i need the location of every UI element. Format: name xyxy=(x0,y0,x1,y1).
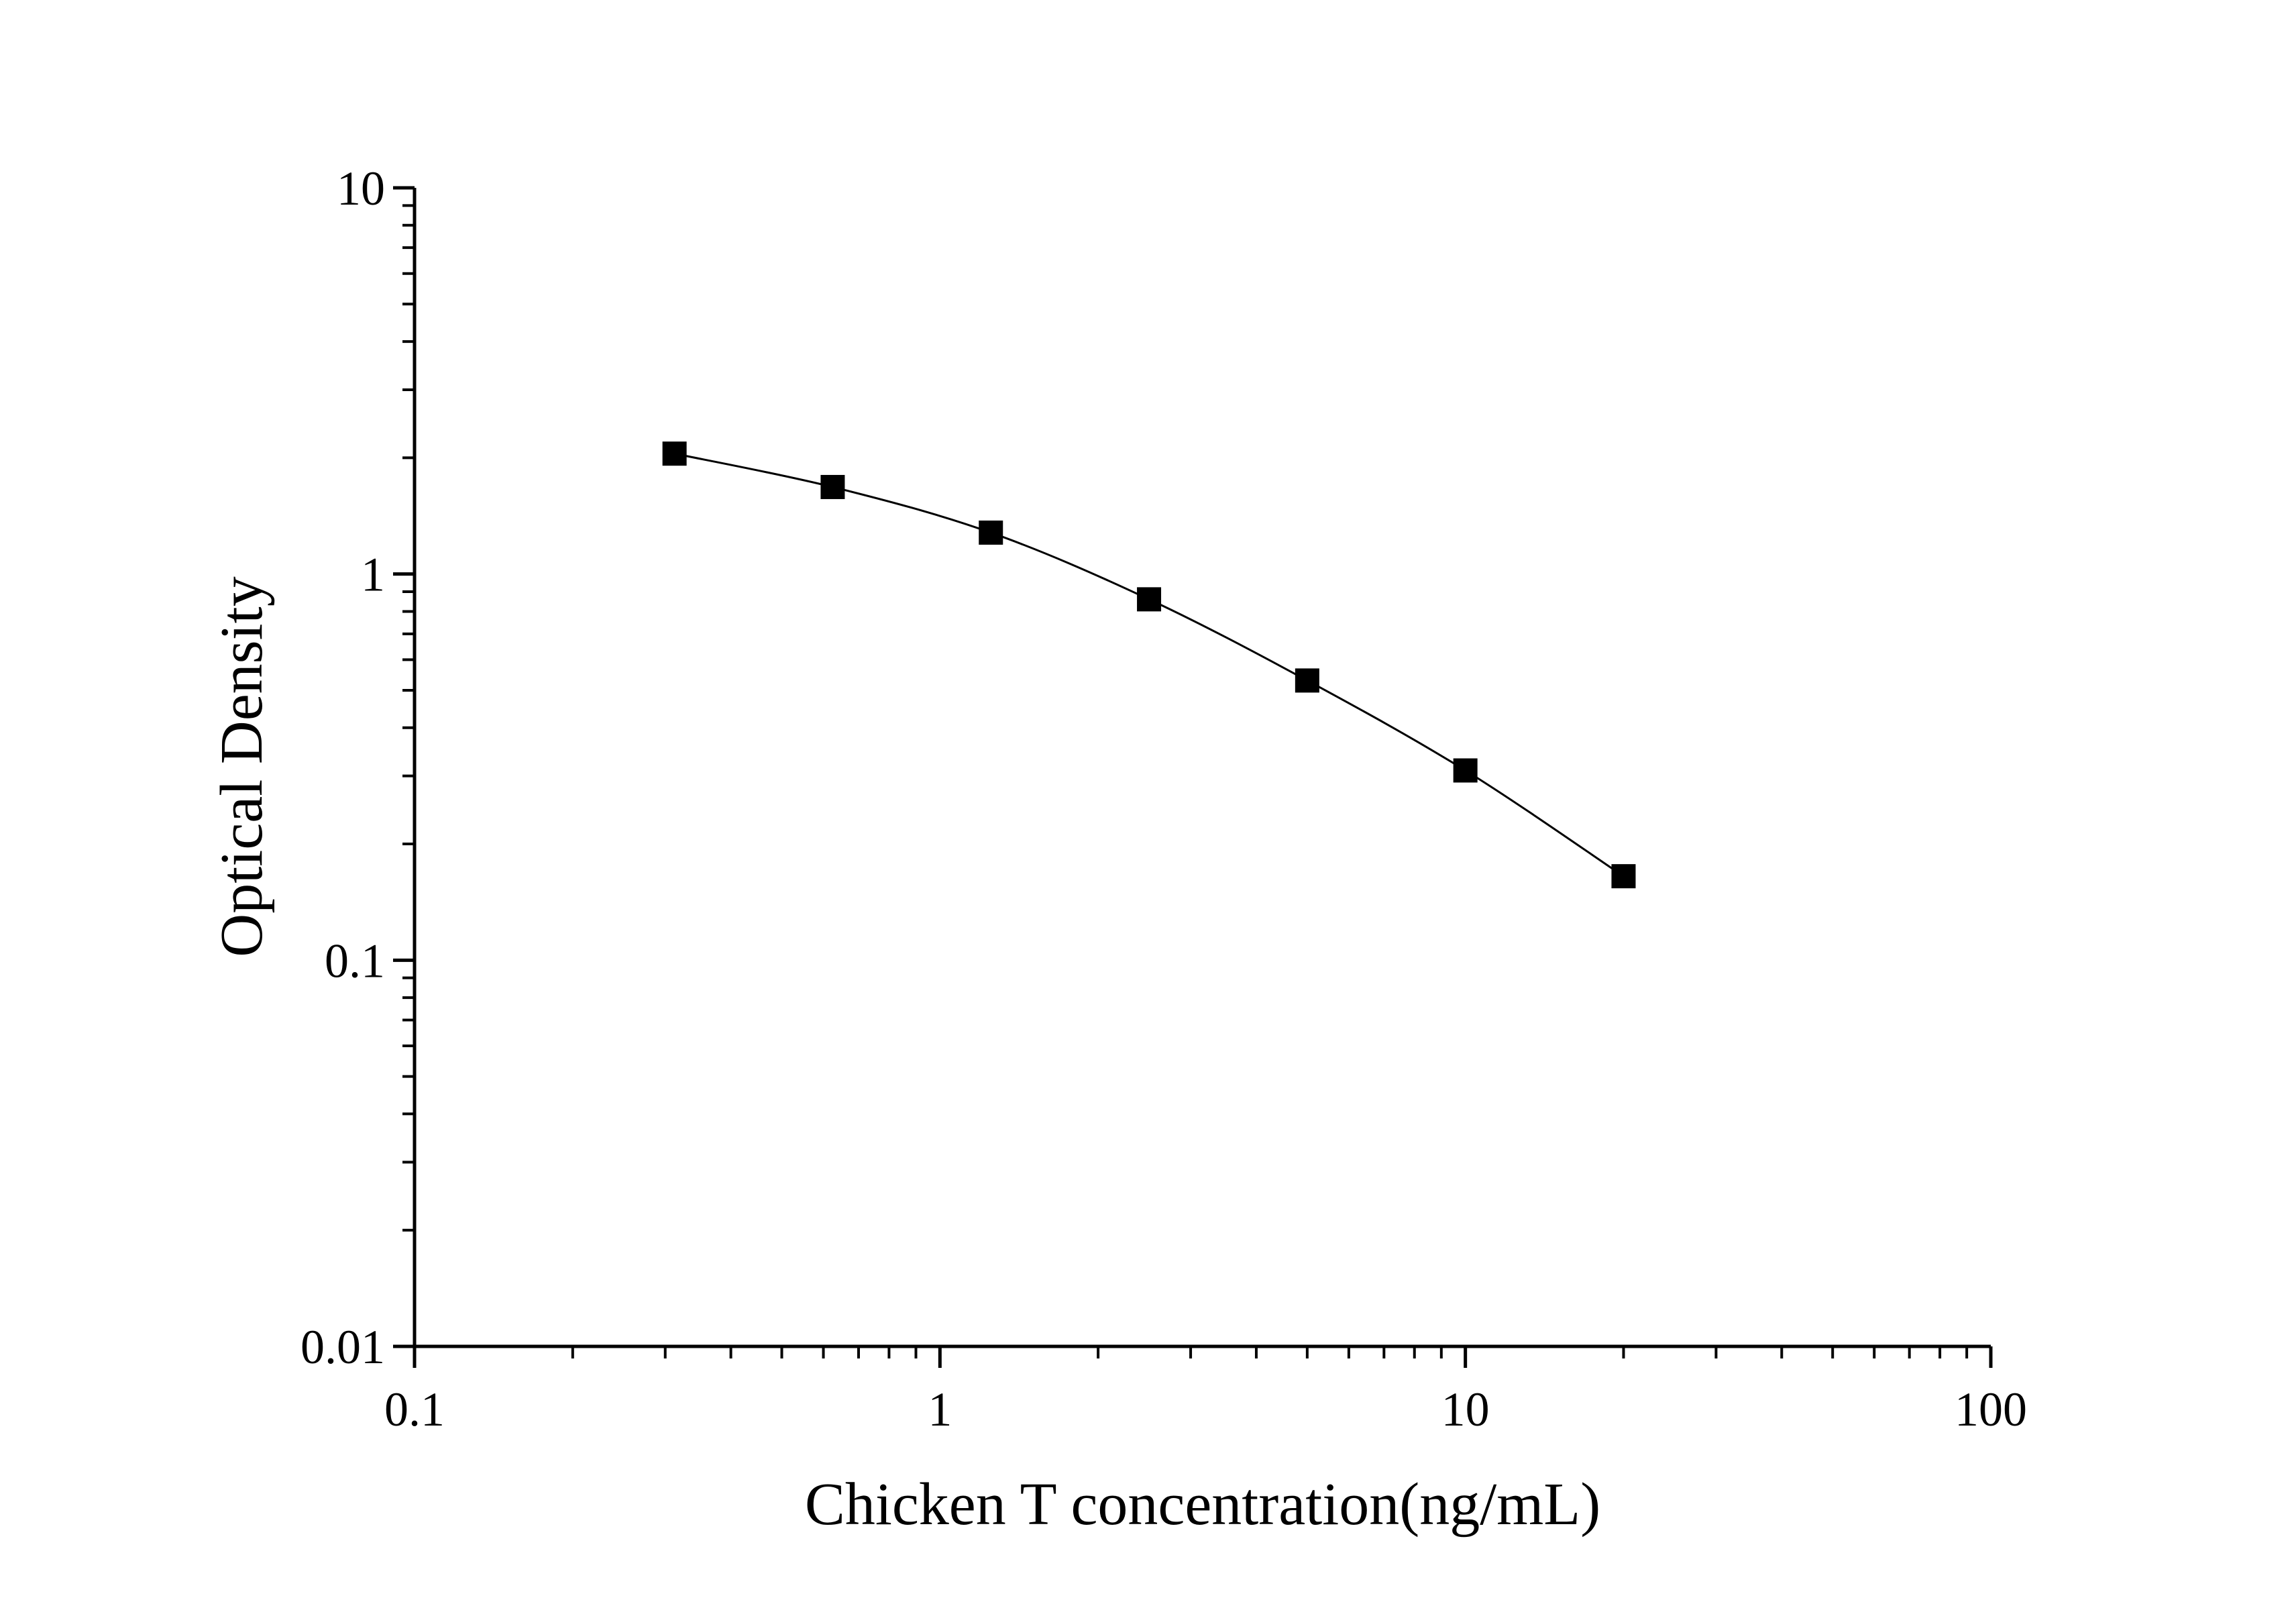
y-tick-label: 1 xyxy=(361,548,385,602)
data-point-marker xyxy=(1137,587,1162,612)
series-line xyxy=(674,452,1625,877)
y-axis-title: Optical Density xyxy=(209,576,275,957)
x-axis-ticks xyxy=(413,1346,1993,1368)
data-point-marker xyxy=(662,441,687,466)
x-tick-label: 10 xyxy=(1441,1383,1490,1436)
data-point-marker xyxy=(1295,668,1319,693)
x-tick-label: 100 xyxy=(1955,1383,2027,1436)
x-tick-label: 1 xyxy=(928,1383,952,1436)
y-tick-label: 10 xyxy=(337,162,385,215)
data-point-marker xyxy=(1453,758,1478,783)
y-axis-ticks xyxy=(393,186,415,1348)
y-tick-label: 0.1 xyxy=(325,934,385,987)
x-axis-tick-labels: 0.1 1 10 100 xyxy=(384,1383,2027,1436)
x-axis-title: Chicken T concentration(ng/mL) xyxy=(805,1471,1600,1538)
series xyxy=(662,441,1636,889)
data-point-marker xyxy=(820,474,845,499)
data-point-marker xyxy=(979,520,1003,545)
x-tick-label: 0.1 xyxy=(384,1383,445,1436)
axes xyxy=(413,188,1991,1348)
y-axis-tick-labels: 0.01 0.1 1 10 xyxy=(300,162,385,1374)
y-tick-label: 0.01 xyxy=(300,1320,385,1374)
data-point-marker xyxy=(1611,864,1636,889)
